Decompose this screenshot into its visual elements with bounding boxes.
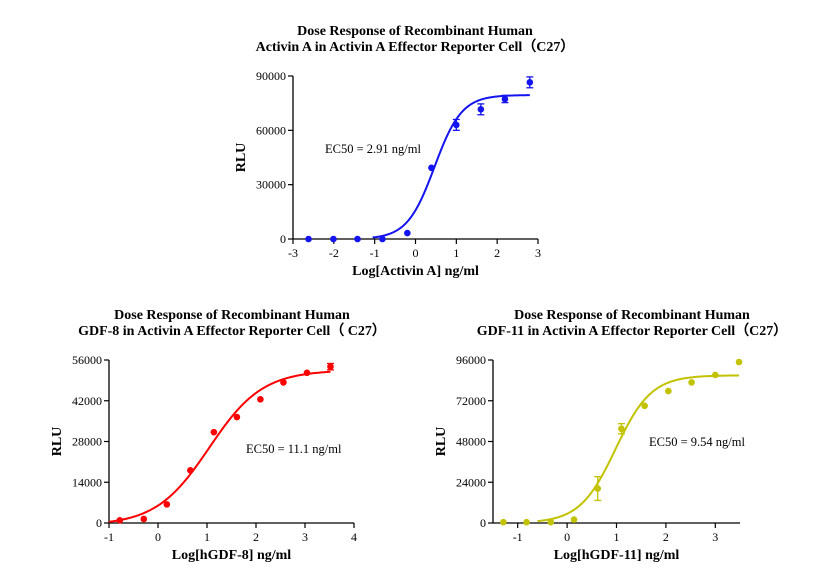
data-point bbox=[233, 413, 241, 421]
y-tick-label: 30000 bbox=[256, 178, 286, 192]
x-tick-label: 3 bbox=[302, 530, 308, 544]
x-tick-label: -1 bbox=[104, 530, 114, 544]
chart-title-line: GDF-8 in Activin A Effector Reporter Cel… bbox=[78, 323, 386, 339]
fit-curve bbox=[108, 370, 331, 523]
data-point bbox=[354, 235, 361, 243]
data-point bbox=[140, 515, 148, 523]
x-tick-label: 2 bbox=[494, 246, 500, 260]
x-tick-label: -3 bbox=[288, 246, 298, 260]
chart-2: Dose Response of Recombinant HumanGDF-8 … bbox=[50, 308, 386, 563]
data-point bbox=[523, 518, 530, 526]
data-point bbox=[618, 425, 625, 433]
data-point bbox=[280, 379, 287, 386]
y-tick-label: 90000 bbox=[256, 69, 286, 83]
data-point bbox=[641, 402, 648, 410]
x-tick-label: 0 bbox=[413, 246, 419, 260]
y-tick-label: 0 bbox=[480, 516, 486, 530]
y-axis-label: RLU bbox=[234, 143, 249, 173]
x-tick-label: 4 bbox=[351, 530, 357, 544]
y-tick-label: 72000 bbox=[456, 394, 486, 408]
x-tick-label: 0 bbox=[564, 530, 570, 544]
data-point bbox=[305, 235, 312, 243]
data-point bbox=[665, 387, 672, 395]
x-tick-label: 2 bbox=[253, 530, 259, 544]
fit-curve bbox=[372, 94, 530, 239]
data-point bbox=[116, 517, 124, 524]
y-axis-label: RLU bbox=[434, 427, 449, 457]
data-point bbox=[570, 516, 578, 523]
x-axis-label: Log[Activin A] ng/ml bbox=[352, 264, 479, 279]
y-tick-label: 0 bbox=[96, 516, 102, 530]
data-point bbox=[303, 369, 311, 377]
x-axis-label: Log[hGDF-11] ng/ml bbox=[554, 548, 680, 563]
x-tick-label: -2 bbox=[329, 246, 339, 260]
data-point bbox=[688, 379, 695, 386]
x-tick-label: -1 bbox=[513, 530, 523, 544]
data-point bbox=[428, 164, 435, 172]
x-axis-label: Log[hGDF-8] ng/ml bbox=[172, 548, 292, 563]
chart-title-line: Dose Response of Recombinant Human bbox=[514, 308, 750, 323]
x-tick-label: 0 bbox=[155, 530, 161, 544]
x-tick-label: -1 bbox=[370, 246, 380, 260]
data-point bbox=[257, 395, 264, 403]
x-tick-label: 3 bbox=[712, 530, 718, 544]
data-point bbox=[453, 121, 460, 129]
data-point bbox=[712, 371, 719, 379]
y-tick-label: 56000 bbox=[72, 353, 102, 367]
chart-1: Dose Response of Recombinant HumanActivi… bbox=[234, 24, 574, 279]
chart-title-line: GDF-11 in Activin A Effector Reporter Ce… bbox=[477, 323, 788, 339]
x-tick-label: 3 bbox=[535, 246, 541, 260]
ec50-annotation: EC50 = 11.1 ng/ml bbox=[246, 442, 342, 456]
data-point bbox=[594, 485, 602, 492]
data-point bbox=[327, 363, 334, 370]
x-tick-label: 1 bbox=[614, 530, 620, 544]
chart-title-line: Activin A in Activin A Effector Reporter… bbox=[256, 39, 575, 55]
y-tick-label: 96000 bbox=[456, 353, 486, 367]
y-tick-label: 42000 bbox=[72, 394, 102, 408]
data-point bbox=[547, 518, 555, 526]
y-tick-label: 14000 bbox=[72, 475, 102, 489]
chart-title-line: Dose Response of Recombinant Human bbox=[114, 308, 350, 323]
data-point bbox=[210, 428, 218, 436]
x-tick-label: 1 bbox=[204, 530, 210, 544]
chart-3: Dose Response of Recombinant HumanGDF-11… bbox=[434, 308, 787, 563]
data-point bbox=[330, 235, 337, 243]
x-tick-label: 1 bbox=[453, 246, 459, 260]
chart-title-line: Dose Response of Recombinant Human bbox=[297, 24, 533, 39]
ec50-annotation: EC50 = 9.54 ng/ml bbox=[649, 435, 745, 449]
y-tick-label: 48000 bbox=[456, 435, 486, 449]
data-point bbox=[187, 467, 194, 474]
y-tick-label: 60000 bbox=[256, 123, 286, 137]
data-point bbox=[163, 501, 171, 508]
y-axis-label: RLU bbox=[50, 427, 65, 457]
y-tick-label: 24000 bbox=[456, 475, 486, 489]
data-point bbox=[526, 79, 534, 86]
y-tick-label: 0 bbox=[280, 232, 286, 246]
data-point bbox=[501, 95, 509, 103]
data-point bbox=[500, 518, 507, 526]
data-point bbox=[379, 235, 386, 243]
y-tick-label: 28000 bbox=[72, 435, 102, 449]
x-tick-label: 2 bbox=[663, 530, 669, 544]
data-point bbox=[404, 229, 411, 237]
data-point bbox=[477, 106, 485, 113]
fit-curve bbox=[537, 374, 740, 523]
data-point bbox=[735, 358, 743, 366]
ec50-annotation: EC50 = 2.91 ng/ml bbox=[325, 142, 421, 156]
